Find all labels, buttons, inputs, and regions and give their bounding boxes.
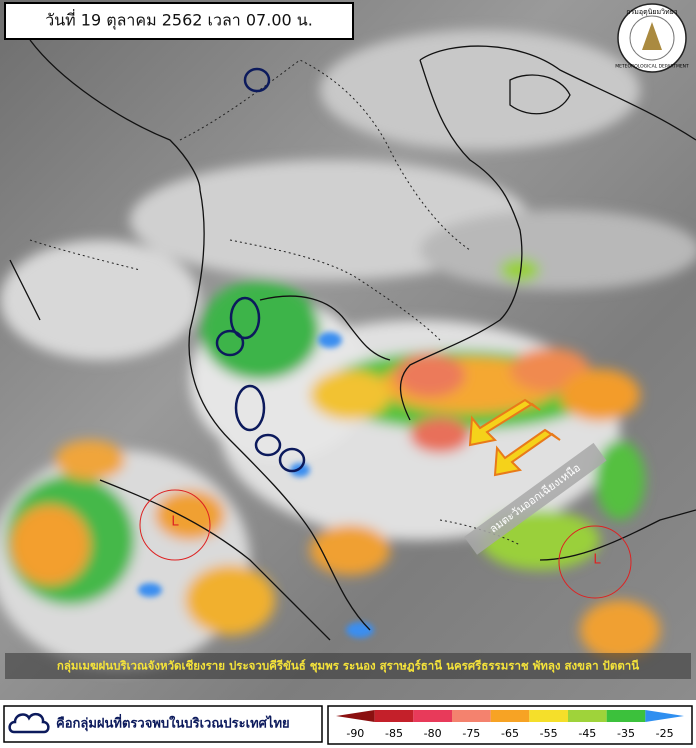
colorbar-tick-label: -35 [617, 727, 635, 740]
low-label: L [593, 553, 601, 568]
colorbar-segment [645, 710, 684, 722]
caption-bar [5, 653, 691, 679]
colorbar-tick-label: -45 [578, 727, 596, 740]
title-box [4, 2, 354, 40]
colorbar: -90 -85 -80 -75 -65 -55 -45 -35 -25 [336, 710, 684, 740]
low-label: L [171, 515, 179, 530]
colorbar-segment [413, 710, 452, 722]
wind-arrows [468, 398, 561, 477]
colorbar-tick-label: -55 [540, 727, 558, 740]
rain-outlines [215, 67, 306, 473]
colorbar-tick-label: -85 [385, 727, 403, 740]
colorbar-segment [336, 710, 375, 722]
colorbar-tick-label: -80 [424, 727, 442, 740]
caption: กลุ่มเมฆฝนบริเวณจังหวัดเชียงราย ประจวบคี… [57, 659, 639, 674]
title: วันที่ 19 ตุลาคม 2562 เวลา 07.00 น. [45, 9, 313, 31]
colorbar-segment [374, 710, 414, 722]
colorbar-tick-label: -65 [501, 727, 519, 740]
colorbar-tick-label: -90 [346, 727, 364, 740]
logo: กรมอุตุนิยมวิทยา METEOROLOGICAL DEPARTME… [615, 3, 689, 73]
logo-text: METEOROLOGICAL DEPARTMENT [615, 64, 689, 70]
colorbar-tick-label: -75 [462, 727, 480, 740]
colorbar-segment [568, 710, 607, 722]
legend-label: คือกลุ่มฝนที่ตรวจพบในบริเวณประเทศไทย [56, 714, 290, 732]
colorbar-segment [452, 710, 491, 722]
colorbar-segment [606, 710, 646, 722]
legend-box: คือกลุ่มฝนที่ตรวจพบในบริเวณประเทศไทย [3, 705, 323, 743]
colorbar-tick-label: -25 [656, 727, 674, 740]
colorbar-segment [529, 710, 568, 722]
low-pressure-circles [139, 489, 632, 599]
logo-text: กรมอุตุนิยมวิทยา [626, 8, 678, 16]
coastlines [9, 39, 696, 641]
colorbar-segment [490, 710, 530, 722]
